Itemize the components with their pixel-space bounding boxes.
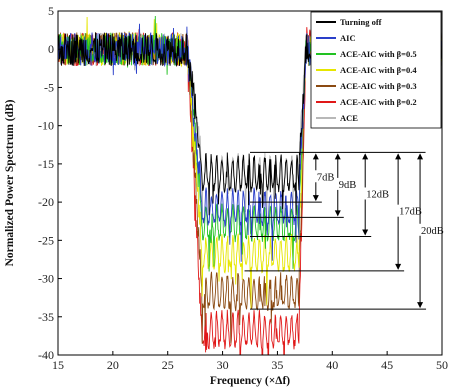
plot-frame	[57, 10, 443, 356]
arrow-head-up	[334, 153, 341, 160]
annotation-bg	[363, 187, 390, 200]
x-tick-label: 45	[381, 358, 393, 372]
y-tick-label: -35	[38, 310, 54, 324]
annotation-bg	[418, 223, 445, 236]
y-tick-label: -15	[38, 157, 54, 171]
annotation-label: 12dB	[366, 189, 389, 200]
arrow-head-down	[362, 229, 369, 236]
arrow-head-up	[312, 153, 319, 160]
series-layer	[58, 15, 442, 355]
legend-label: ACE-AIC with β=0.5	[340, 49, 417, 59]
annotation-bg	[396, 204, 423, 217]
annotation-label: 17dB	[399, 207, 422, 218]
y-tick-label: -25	[38, 233, 54, 247]
x-tick-label: 40	[326, 358, 338, 372]
legend-label: Turning off	[340, 17, 382, 27]
legend-label: ACE-AIC with β=0.4	[340, 65, 417, 75]
x-tick-label: 15	[52, 358, 64, 372]
tick-layer: 15 20 25 30 35 40 45 5050-5-10-15-20-25-30-35-4…	[38, 4, 448, 372]
y-tick-label: -30	[38, 272, 54, 286]
annotation-bg	[335, 177, 358, 190]
x-axis-title: Frequency (×Δf)	[210, 375, 290, 387]
legend-label: ACE	[340, 113, 358, 123]
y-tick-label: -40	[38, 348, 54, 362]
legend-label: AIC	[340, 33, 356, 43]
y-axis-title: Normalized Power Spectrum (dB)	[4, 99, 16, 266]
annotation-label: 7dB	[317, 172, 335, 183]
y-tick-label: 5	[48, 4, 54, 18]
annotation-label: 9dB	[339, 180, 357, 191]
arrow-head-up	[417, 153, 424, 160]
y-tick-label: 0	[48, 42, 54, 56]
x-tick-label: 50	[436, 358, 448, 372]
y-tick-label: -5	[44, 80, 54, 94]
arrow-head-down	[395, 263, 402, 270]
arrow-head-up	[395, 153, 402, 160]
y-tick-label: -20	[38, 195, 54, 209]
legend-label: ACE-AIC with β=0.2	[340, 97, 417, 107]
annotation-layer: 7dB 9dB 12dB 17dB 20dB	[244, 151, 445, 310]
arrow-head-up	[362, 153, 369, 160]
x-tick-label: 25	[162, 358, 174, 372]
arrow-head-down	[312, 195, 319, 202]
x-tick-label: 20	[107, 358, 119, 372]
arrow-head-down	[334, 210, 341, 217]
x-tick-label: 30	[217, 358, 229, 372]
arrow-head-down	[417, 302, 424, 309]
legend-label: ACE-AIC with β=0.3	[340, 81, 417, 91]
annotation-bg	[313, 170, 336, 183]
x-tick-label: 35	[271, 358, 283, 372]
y-tick-label: -10	[38, 119, 54, 133]
legend: Turning off AIC ACE-AIC with β=0.5 ACE-AIC …	[310, 11, 442, 129]
annotation-label: 20dB	[421, 226, 444, 237]
